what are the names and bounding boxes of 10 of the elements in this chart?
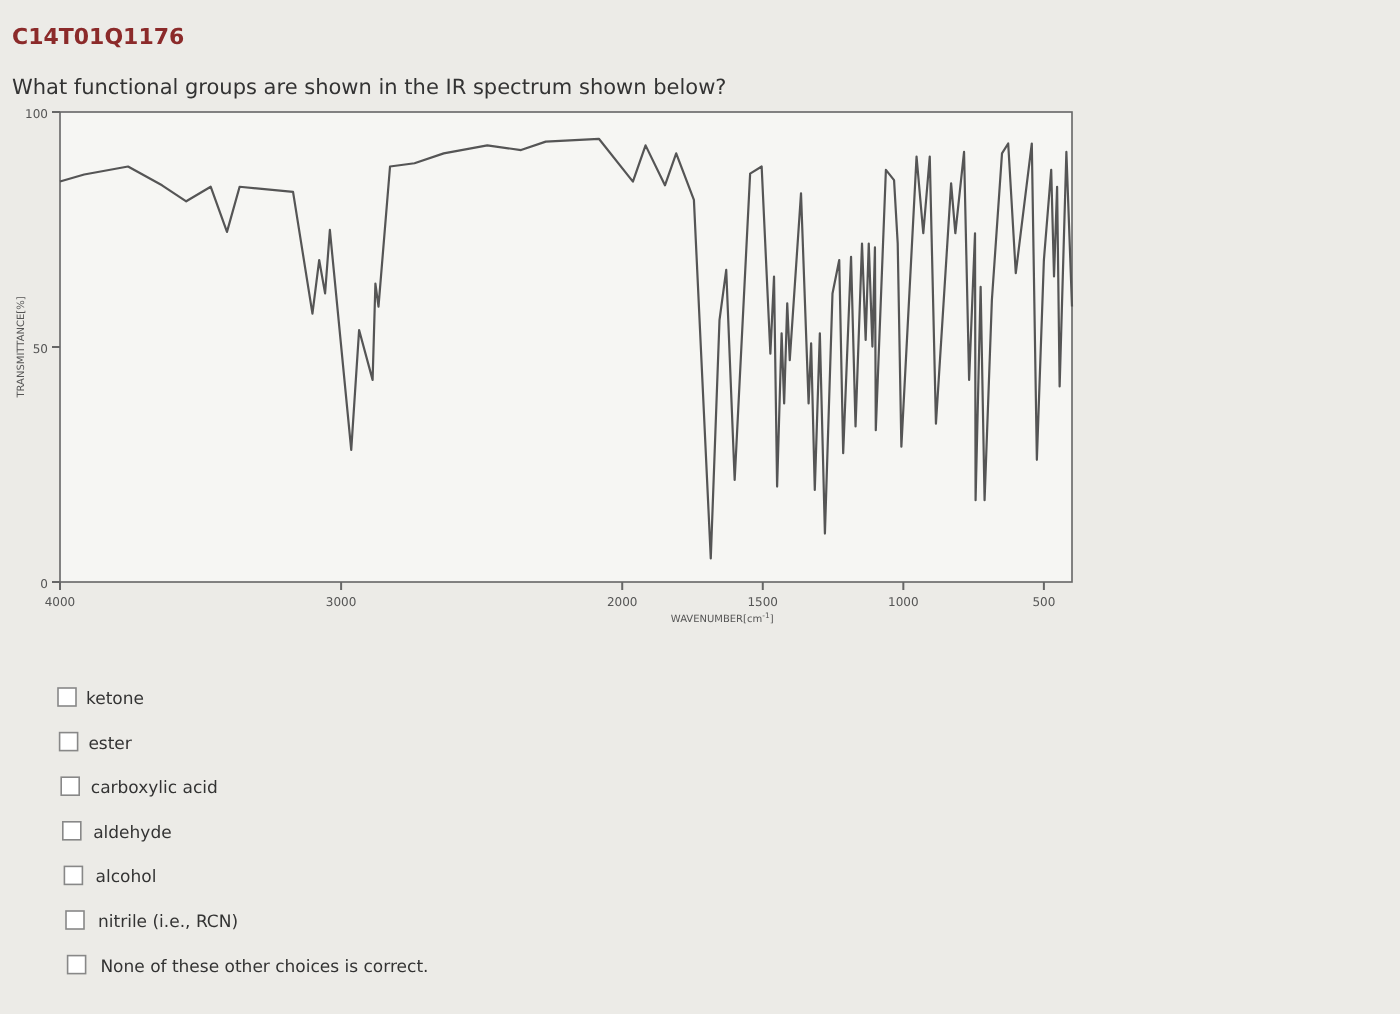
chart-subtitle: What functional groups are shown in the IR spectrum shown below? (12, 76, 727, 100)
text: carboxylic acid (90, 779, 218, 800)
text: ketone (86, 690, 144, 710)
text: ester (88, 734, 133, 755)
text: aldehyde (93, 823, 172, 844)
text: alcohol (95, 868, 157, 889)
text: None of these other choices is correct. (100, 957, 429, 978)
text: nitrile (i.e., RCN) (98, 913, 239, 933)
chart-title: C14T01Q1176 (12, 24, 186, 50)
line-series (58, 137, 1074, 560)
